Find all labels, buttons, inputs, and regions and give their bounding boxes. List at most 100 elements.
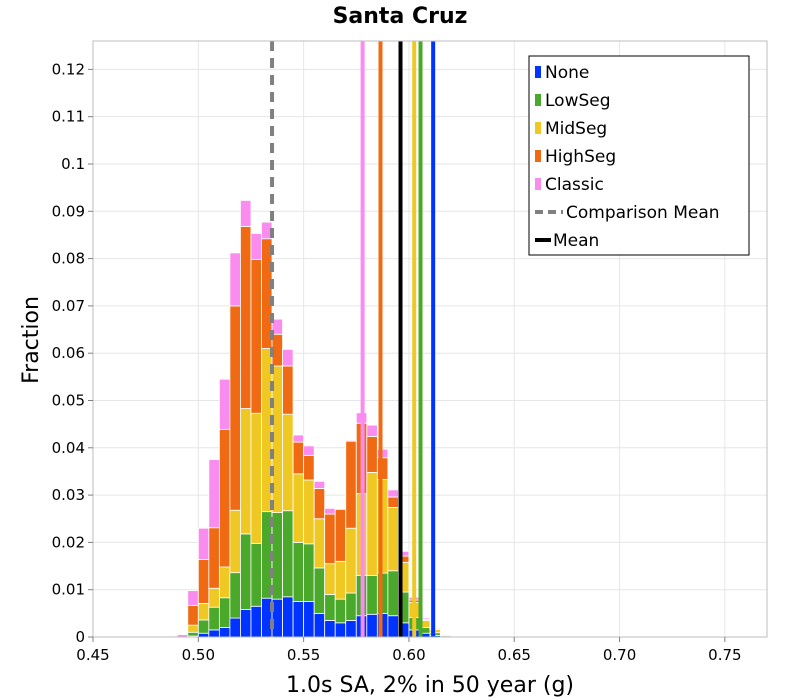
bar-segment-none: [240, 609, 252, 638]
bar-segment-highseg: [366, 436, 378, 473]
y-tick-label: 0.04: [52, 439, 85, 457]
bar-segment-classic: [208, 459, 220, 529]
bar-segment-classic: [429, 627, 441, 630]
bar-segment-highseg: [345, 440, 357, 529]
bar-segment-highseg: [229, 305, 241, 511]
bar-segment-highseg: [208, 527, 220, 589]
legend-label-classic: Classic: [545, 175, 604, 195]
y-axis-label: Fraction: [19, 296, 44, 384]
bar-segment-classic: [398, 550, 410, 557]
bar-segment-lowseg: [387, 570, 399, 617]
x-tick-label: 0.50: [182, 646, 215, 664]
bar-segment-highseg: [334, 508, 347, 562]
legend-swatch-lowseg: [535, 94, 541, 106]
plot-frame: [92, 40, 768, 638]
bar-segment-none: [250, 605, 262, 638]
chart-title: Santa Cruz: [333, 4, 468, 29]
bar-segment-classic: [240, 200, 252, 227]
legend-label-none: None: [545, 63, 589, 83]
x-tick-label: 0.55: [287, 646, 320, 664]
bar-segment-lowseg: [187, 631, 199, 637]
bar-segment-highseg: [282, 365, 294, 415]
bar-segment-midseg: [250, 412, 262, 544]
bar-segment-none: [218, 627, 231, 638]
bar-segment-classic: [345, 439, 357, 442]
bar-segment-midseg: [387, 506, 399, 572]
y-tick-label: 0.08: [52, 250, 85, 268]
bar-segment-midseg: [292, 473, 305, 543]
bar-segment-lowseg: [366, 575, 378, 615]
bar-segment-none: [292, 601, 305, 638]
x-tick-label: 0.45: [76, 646, 109, 664]
legend-label-comparison-mean: Comparison Mean: [566, 203, 720, 223]
bar-segment-none: [303, 601, 315, 638]
bar-segment-none: [282, 596, 294, 638]
bar-segment-none: [345, 620, 357, 638]
bar-segment-lowseg: [292, 541, 305, 602]
bar-segment-classic: [366, 424, 378, 437]
bar-segment-highseg: [187, 604, 199, 626]
bar-segment-highseg: [387, 496, 399, 508]
bar-segment-classic: [376, 448, 389, 459]
bar-segment-midseg: [313, 518, 326, 569]
bar-segment-classic: [313, 480, 326, 489]
y-tick-label: 0.07: [52, 297, 85, 315]
bar-segment-midseg: [303, 479, 315, 545]
bar-segment-midseg: [334, 560, 347, 600]
bar-segment-classic: [250, 233, 262, 260]
legend-box: [528, 55, 750, 256]
y-tick-label: 0.02: [52, 533, 85, 551]
bar-segment-classic: [324, 507, 336, 515]
bar-segment-lowseg: [218, 597, 231, 628]
bar-segment-highseg: [303, 454, 315, 481]
legend-label-mean: Mean: [553, 231, 599, 251]
bar-segment-classic: [229, 252, 241, 307]
bar-segment-midseg: [187, 624, 199, 633]
bar-segment-midseg: [282, 413, 294, 512]
bar-segment-lowseg: [313, 567, 326, 614]
legend-label-highseg: HighSeg: [545, 147, 616, 167]
bar-segment-none: [387, 615, 399, 638]
bar-segment-highseg: [313, 488, 326, 520]
legend-swatch-midseg: [535, 122, 541, 134]
bar-segment-lowseg: [282, 510, 294, 598]
y-tick-label: 0.06: [52, 344, 85, 362]
bar-segment-midseg: [229, 509, 241, 574]
bar-segment-highseg: [240, 226, 252, 409]
y-tick-label: 0.1: [61, 155, 85, 173]
mean-lines: [270, 41, 436, 637]
bar-segment-midseg: [366, 471, 378, 576]
bar-segment-lowseg: [345, 592, 357, 621]
y-tick-label: 0: [75, 628, 85, 646]
y-tick-label: 0.12: [52, 60, 85, 78]
bar-segment-none: [366, 613, 378, 638]
bar-segment-classic: [292, 434, 305, 443]
bar-segment-classic: [218, 378, 231, 430]
bar-segment-none: [229, 617, 241, 638]
y-tick-label: 0.05: [52, 391, 85, 409]
legend-label-lowseg: LowSeg: [545, 91, 611, 111]
bar-segment-classic: [187, 590, 199, 606]
bar-segment-lowseg: [324, 594, 336, 621]
y-tick-label: 0.01: [52, 581, 85, 599]
x-tick-label: 0.70: [603, 646, 636, 664]
bar-segment-lowseg: [197, 619, 210, 634]
bar-segment-midseg: [197, 603, 210, 621]
axes: 0.45 0.50 0.55 0.60 0.65 0.70 0.75 0 0.01 0.02 0.0…: [52, 40, 768, 664]
bar-segment-highseg: [250, 259, 262, 414]
bar-segment-classic: [197, 527, 210, 560]
bar-segment-midseg: [218, 566, 231, 599]
bar-segment-none: [324, 620, 336, 638]
bar-segment-midseg: [345, 527, 357, 594]
x-tick-label: 0.65: [498, 646, 531, 664]
bar-segment-midseg: [324, 563, 336, 595]
bar-segment-none: [313, 612, 326, 638]
bar-segment-highseg: [197, 559, 210, 604]
bar-segment-classic: [387, 489, 399, 498]
bar-segment-highseg: [292, 441, 305, 475]
y-tick-label: 0.03: [52, 486, 85, 504]
bar-segment-lowseg: [240, 533, 252, 610]
bar-segment-classic: [282, 349, 294, 367]
x-tick-label: 0.60: [392, 646, 425, 664]
